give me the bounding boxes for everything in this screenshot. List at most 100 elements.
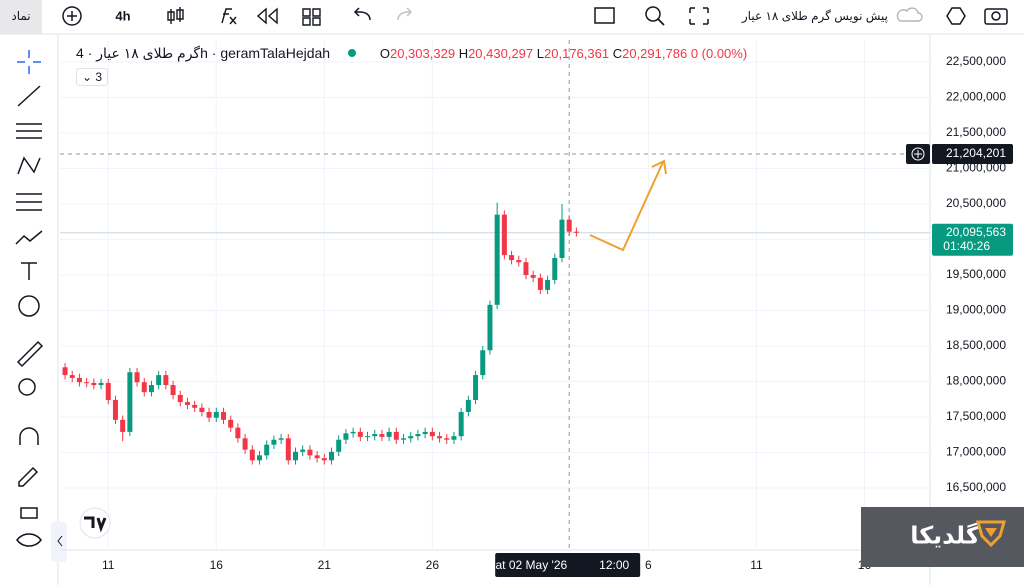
y-tick-label: 17,500,000 <box>946 409 1006 423</box>
snapshot-icon[interactable] <box>991 11 1001 21</box>
y-tick-label: 21,000,000 <box>946 161 1006 175</box>
y-tick-label: 20,500,000 <box>946 196 1006 210</box>
candle-body <box>350 431 356 434</box>
crosshair-time-label: 12:00 <box>599 558 629 572</box>
brush-tool[interactable] <box>15 230 43 245</box>
candle-body <box>112 399 118 420</box>
crosshair-add-icon[interactable] <box>911 147 925 161</box>
candle-body <box>105 382 111 400</box>
candle-body <box>487 304 493 351</box>
left-toolbar <box>15 50 44 547</box>
indicators-count: 3 <box>95 70 103 84</box>
text-tool[interactable] <box>21 262 37 280</box>
y-tick-label: 19,500,000 <box>946 267 1006 281</box>
y-tick-label: 22,000,000 <box>946 90 1006 104</box>
replay-icon[interactable] <box>256 7 278 25</box>
candle-body <box>509 255 515 261</box>
symbol-button[interactable] <box>0 0 42 34</box>
candle-body <box>206 412 212 418</box>
candle-body <box>516 260 522 263</box>
trend-line-tool[interactable] <box>17 85 41 107</box>
watermark-logo <box>976 520 1006 548</box>
ohlc-value: 20,303,329 <box>389 46 456 61</box>
ohlc-key: L <box>536 46 545 61</box>
maximize-icon[interactable] <box>689 7 709 25</box>
tv-logo[interactable] <box>79 507 111 539</box>
candle-body <box>163 375 169 386</box>
cloud-icon <box>896 7 923 22</box>
crosshair-price-box <box>932 144 1013 165</box>
candle-body <box>545 279 551 290</box>
screener-icon[interactable] <box>657 18 665 26</box>
candle-body <box>84 382 90 384</box>
candle-body <box>134 372 140 383</box>
candle-body <box>199 407 205 413</box>
watermark-logo <box>985 528 997 537</box>
x-tick-label: 11 <box>102 558 115 572</box>
legend-symbol[interactable]: گرم طلای ۱۸ عیار <box>96 45 201 61</box>
zoom-tool[interactable] <box>18 378 36 396</box>
candle-body <box>177 394 183 403</box>
candle-body <box>76 377 82 383</box>
crosshair-tool[interactable] <box>17 50 41 74</box>
candle-body <box>422 431 428 435</box>
collapse-toolbar-icon[interactable] <box>57 535 63 547</box>
candle-body <box>401 438 407 440</box>
snapshot-icon[interactable] <box>984 8 1008 25</box>
ohlc-value: 20,176,361 <box>544 46 610 61</box>
fullscreen-window-icon[interactable] <box>594 7 615 24</box>
undo-icon[interactable] <box>353 7 371 21</box>
candle-body <box>300 449 306 452</box>
candle-body <box>458 412 464 437</box>
tv-logo[interactable] <box>84 516 107 533</box>
candle-body <box>307 449 313 456</box>
settings-icon[interactable] <box>946 7 966 25</box>
candle-body <box>429 431 435 437</box>
lock-tool[interactable] <box>20 507 38 519</box>
candle-body <box>372 434 378 437</box>
arrow-drawing[interactable] <box>589 159 667 252</box>
plot-area: 16,500,000 17,000,000 17,500,000 18,000,000… <box>60 40 1006 572</box>
indicators-toggle[interactable]: ⌄ 3 <box>76 68 109 86</box>
candle-body <box>494 214 500 305</box>
candle-body <box>192 404 198 408</box>
icon-tool[interactable] <box>18 295 40 317</box>
candle-body <box>314 455 320 459</box>
chart-type-icon[interactable] <box>167 7 184 24</box>
draw-mode-tool[interactable] <box>18 466 39 487</box>
redo-icon[interactable] <box>397 7 413 21</box>
indicators-icon[interactable] <box>221 8 237 25</box>
crosshair-date-label: Sat 02 May '26 <box>488 558 568 572</box>
hide-tool[interactable] <box>16 533 42 547</box>
magnet-tool[interactable] <box>19 427 39 445</box>
interval-button[interactable]: 4h <box>115 8 130 23</box>
ohlc-change: 0 (0.00%) <box>690 46 748 61</box>
market-status[interactable] <box>347 49 356 57</box>
candle-body <box>242 438 248 450</box>
candle-body <box>465 399 471 413</box>
measure-tool[interactable] <box>16 340 44 368</box>
pattern-tool[interactable] <box>17 156 41 175</box>
last-price-box <box>932 223 1013 256</box>
candle-body <box>249 449 255 461</box>
y-tick-label: 22,500,000 <box>946 54 1006 68</box>
add-symbol-icon[interactable] <box>62 6 82 26</box>
add-symbol-icon[interactable] <box>67 11 77 21</box>
candle-body <box>293 451 299 461</box>
ohlc-key: C <box>612 46 623 61</box>
candle-body <box>501 214 507 256</box>
projection-tool[interactable] <box>16 193 42 211</box>
candle-body <box>343 433 349 440</box>
screener-icon[interactable] <box>645 6 661 22</box>
candle-body <box>437 436 443 439</box>
candle-body <box>480 350 486 376</box>
candle-body <box>329 451 335 461</box>
templates-icon[interactable] <box>302 8 321 26</box>
y-tick-label: 18,000,000 <box>946 374 1006 388</box>
crosshair-price-label: 21,204,201 <box>946 146 1006 160</box>
legend-ohlc: O20,303,329 H20,430,297 L20,176,361 C20,… <box>380 46 747 61</box>
candle-body <box>559 219 565 258</box>
symbol-button-label[interactable]: نماد <box>11 9 30 23</box>
fib-tool[interactable] <box>16 123 42 139</box>
layout-name[interactable]: پیش نویس گرم طلای ۱۸ عیار <box>741 9 888 24</box>
